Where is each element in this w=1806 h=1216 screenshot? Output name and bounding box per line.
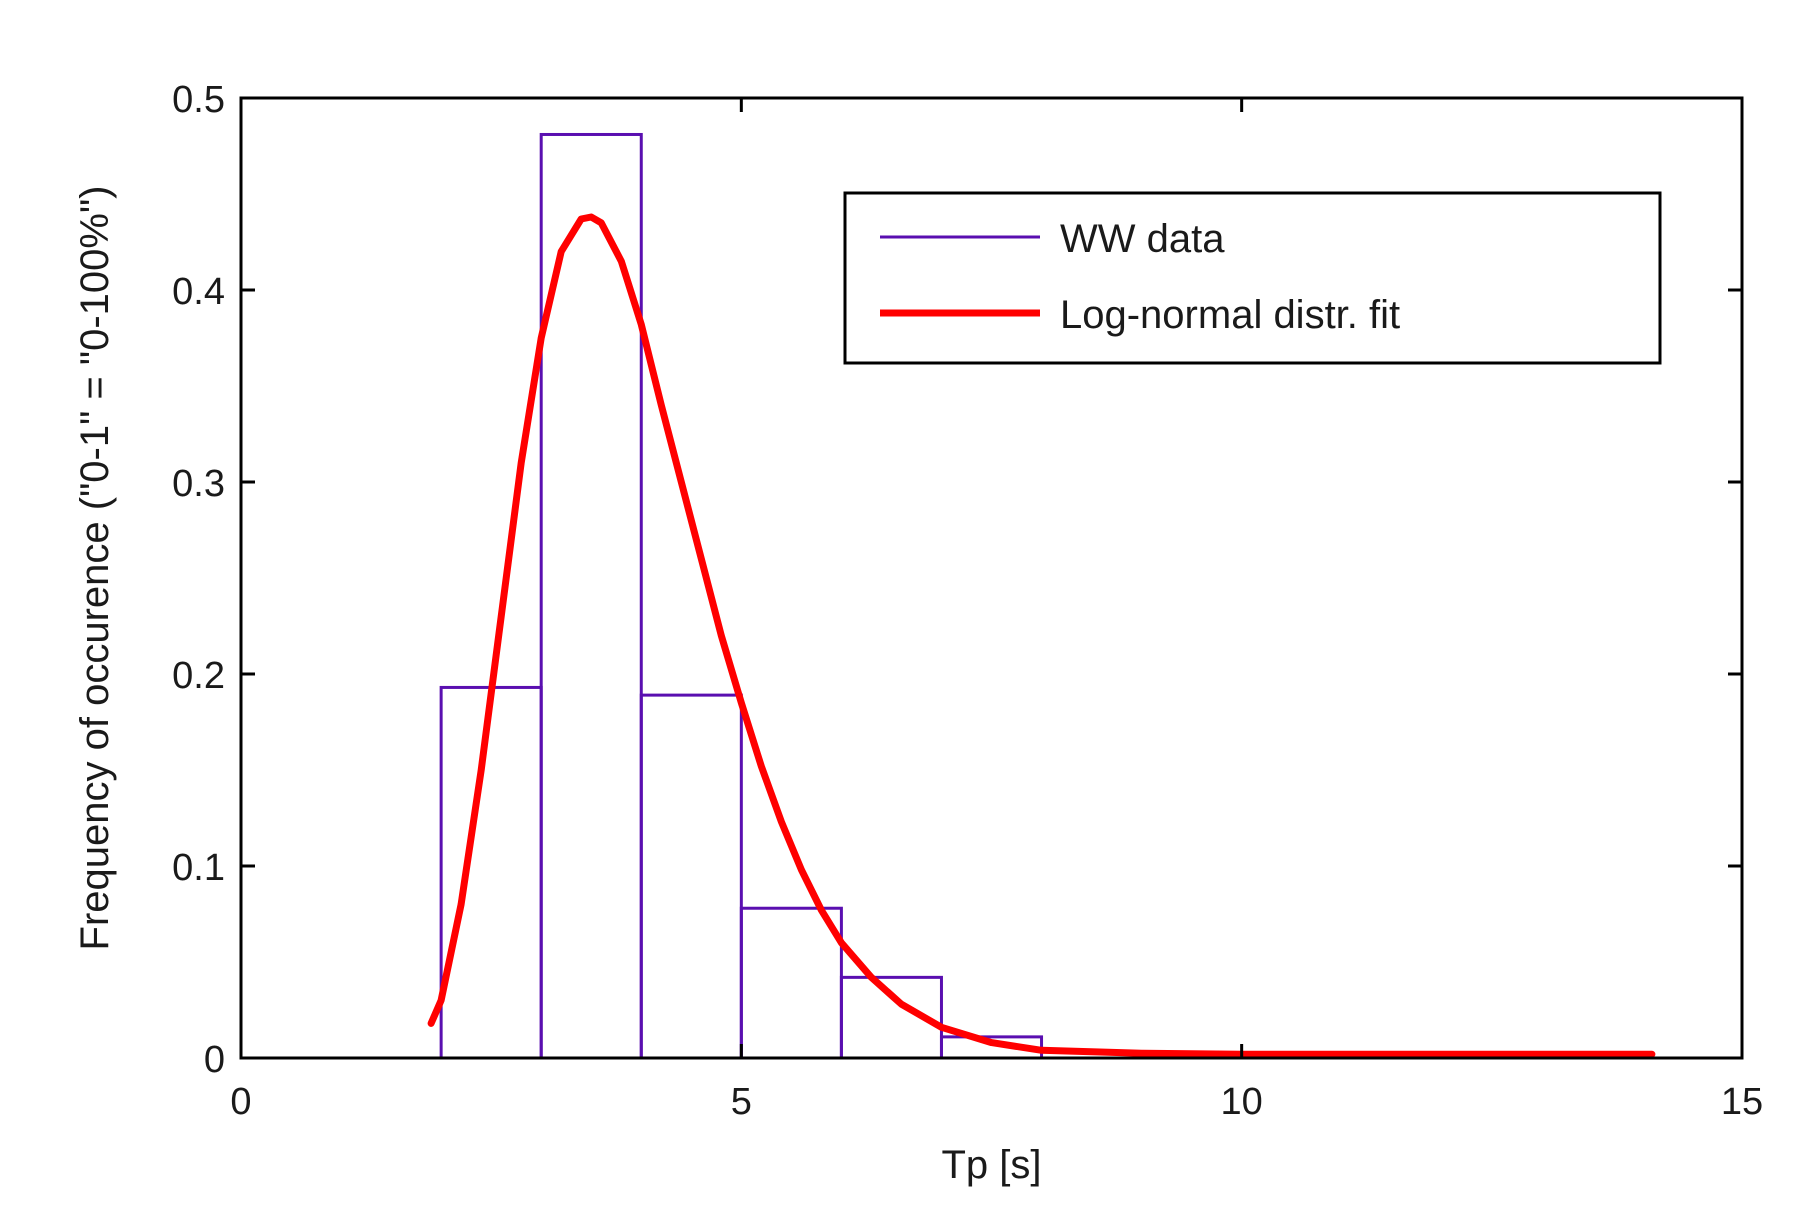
x-tick-label: 0 <box>230 1081 251 1123</box>
fit-curve-group <box>427 213 1656 1058</box>
plot-frame <box>239 96 1744 1060</box>
y-tick-label: 0.3 <box>172 463 225 505</box>
y-tick-label: 0.2 <box>172 655 225 697</box>
legend-label-ww-data: WW data <box>1060 217 1225 261</box>
x-tick-label: 5 <box>731 1081 752 1123</box>
y-tick-label: 0 <box>204 1039 225 1081</box>
legend-box <box>843 191 1662 365</box>
fit-curve-line <box>427 213 1656 1058</box>
x-tick-label: 15 <box>1721 1081 1763 1123</box>
y-tick-label: 0.1 <box>172 847 225 889</box>
y-tick-label: 0.5 <box>172 79 225 121</box>
y-tick-label: 0.4 <box>172 271 225 313</box>
y-axis-title: Frequency of occurence ("0-1" = "0-100%"… <box>73 186 117 951</box>
x-tick-label: 10 <box>1221 1081 1263 1123</box>
legend: WW data Log-normal distr. fit <box>843 191 1662 365</box>
axes-group: 0 5 10 15 0 0.1 0.2 0.3 0.4 0.5 Tp [s] Frequency of… <box>73 79 1763 1187</box>
legend-label-fit: Log-normal distr. fit <box>1060 293 1400 337</box>
x-axis-title: Tp [s] <box>941 1143 1041 1187</box>
